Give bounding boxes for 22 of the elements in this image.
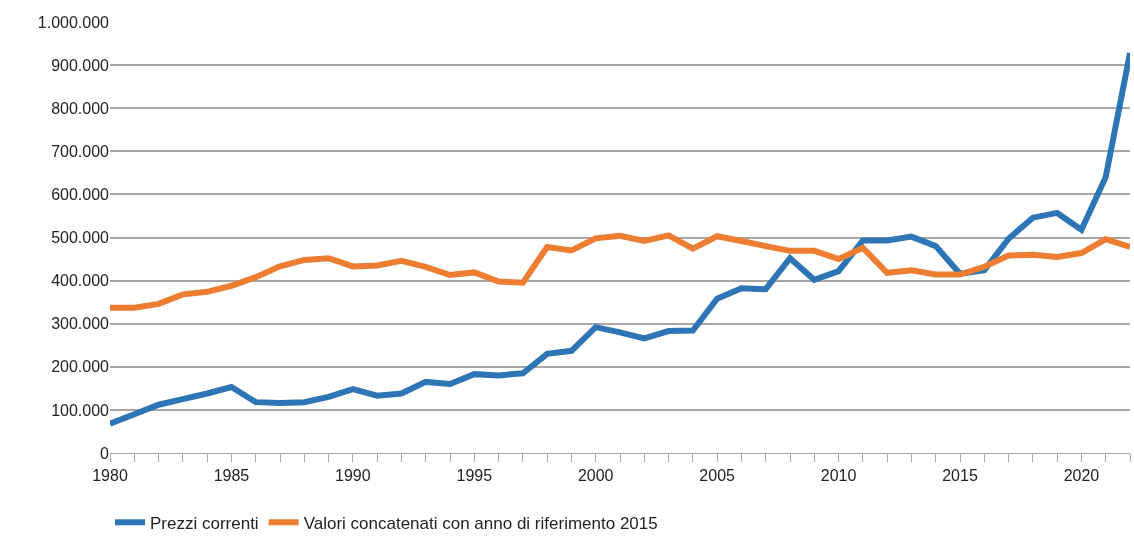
x-tick-label: 1980 (92, 467, 128, 485)
y-tick-label: 700.000 (51, 142, 110, 160)
y-tick-label: 1.000.000 (37, 13, 110, 31)
x-tick-label: 1990 (335, 467, 371, 485)
x-tick-label: 2020 (1063, 467, 1100, 485)
x-tick-label: 2000 (577, 467, 614, 485)
y-tick-label: 800.000 (51, 99, 110, 117)
y-tick-label: 400.000 (51, 272, 110, 290)
legend-label: Valori concatenati con anno di riferimento 2015 (303, 513, 658, 533)
legend-label: Prezzi correnti (150, 513, 259, 533)
y-tick-label: 900.000 (51, 56, 110, 74)
x-tick-label: 1985 (213, 467, 250, 485)
y-tick-label: 300.000 (51, 315, 110, 333)
x-tick-label: 2010 (820, 467, 857, 485)
x-tick-label: 1995 (456, 467, 493, 485)
x-tick-label: 2015 (942, 467, 978, 485)
y-tick-label: 600.000 (51, 186, 110, 203)
x-tick-label: 2005 (699, 467, 736, 485)
y-tick-label: 0 (100, 444, 110, 462)
y-tick-label: 100.000 (51, 401, 110, 419)
y-tick-label: 200.000 (51, 358, 110, 376)
y-tick-label: 500.000 (51, 229, 110, 247)
